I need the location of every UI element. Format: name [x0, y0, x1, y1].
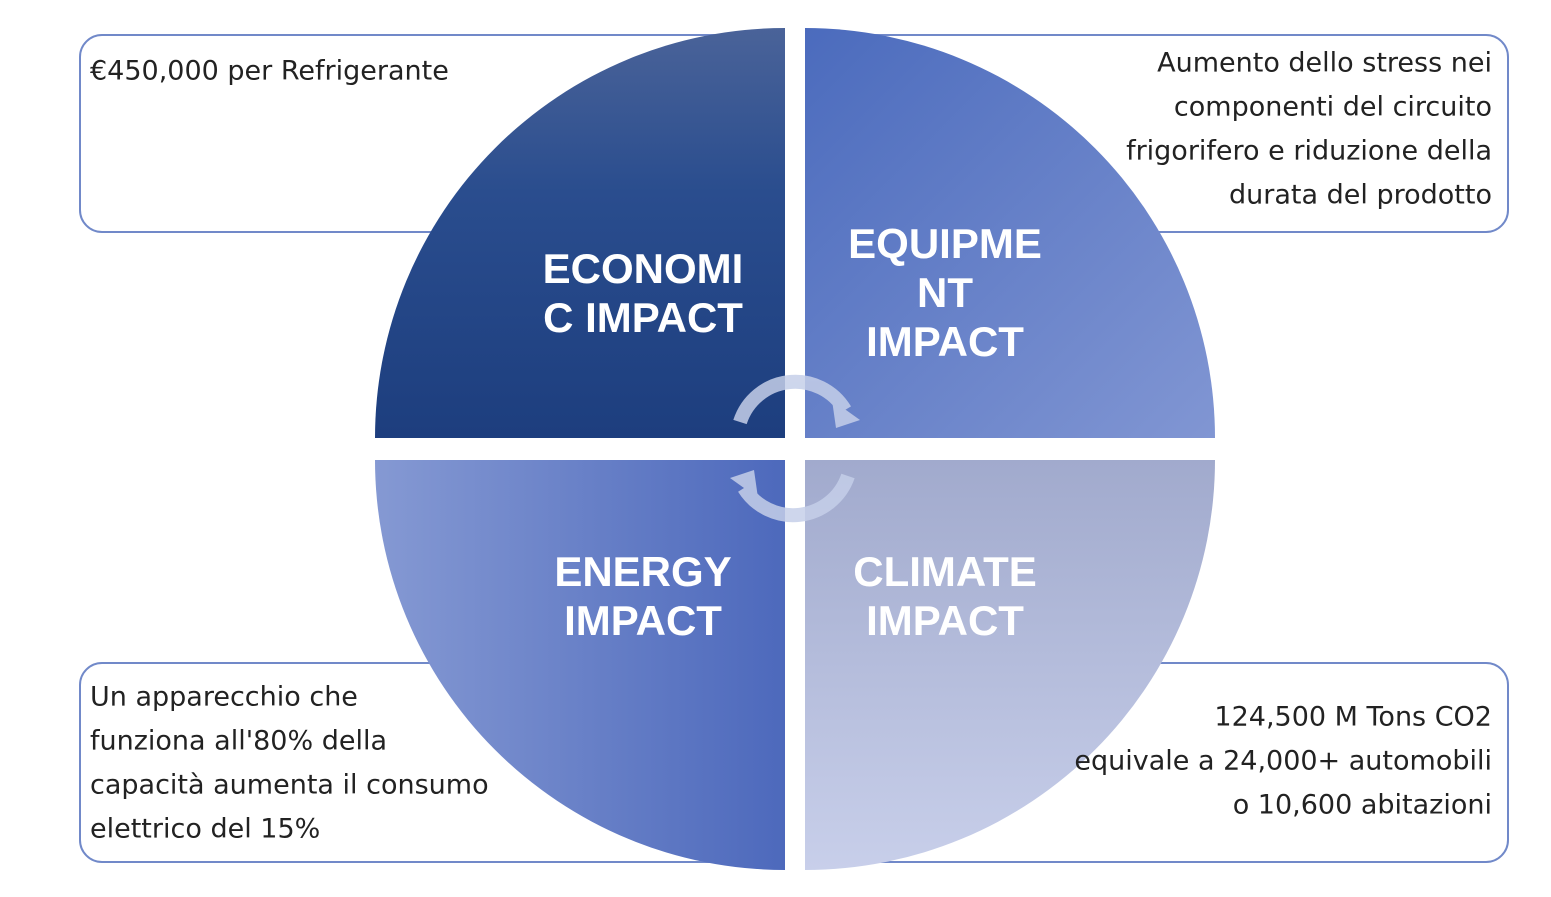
description: elettrico del 15%: [90, 814, 320, 845]
description: durata del prodotto: [1229, 180, 1492, 211]
quadrant: [805, 28, 1215, 438]
quadrant: [805, 460, 1215, 870]
description: o 10,600 abitazioni: [1233, 790, 1492, 821]
description: Un apparecchio che: [90, 682, 358, 713]
quadrant-title: C IMPACT: [543, 294, 743, 341]
description: frigorifero e riduzione della: [1126, 136, 1492, 167]
quadrant-title: ECONOMI: [543, 245, 744, 292]
quadrant-title: IMPACT: [866, 597, 1024, 644]
cycle-arrows: [730, 374, 860, 523]
arrow-head: [832, 400, 860, 428]
quadrant-title: CLIMATE: [853, 548, 1037, 595]
description: capacità aumenta il consumo: [90, 770, 489, 801]
quadrant-title: EQUIPME: [848, 220, 1042, 267]
description: Aumento dello stress nei: [1157, 48, 1492, 79]
arrow: [738, 473, 855, 523]
quadrant-title: ENERGY: [554, 548, 731, 595]
description: componenti del circuito: [1174, 92, 1492, 123]
description: equivale a 24,000+ automobili: [1074, 746, 1492, 777]
quadrant-title: IMPACT: [866, 318, 1024, 365]
circle: [375, 28, 1215, 870]
quadrant: [375, 28, 785, 438]
description: 124,500 M Tons CO2: [1214, 702, 1492, 733]
quadrant: [375, 460, 785, 870]
quadrant-title: IMPACT: [564, 597, 722, 644]
arrow: [733, 374, 852, 425]
arrow-head: [730, 470, 758, 498]
description: €450,000 per Refrigerante: [90, 56, 449, 87]
description: funziona all'80% della: [90, 726, 387, 757]
quadrant-title: NT: [917, 269, 973, 316]
